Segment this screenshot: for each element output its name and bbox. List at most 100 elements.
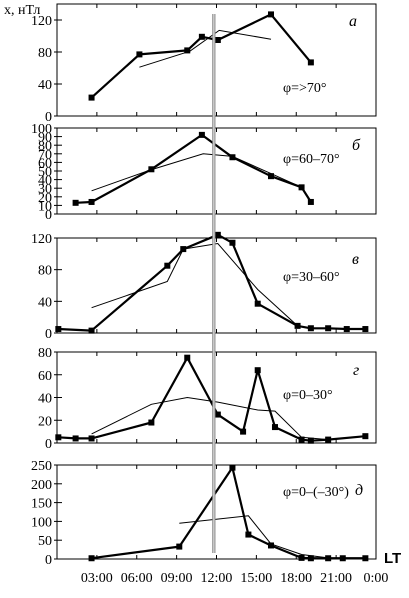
panel-letter: г — [353, 362, 359, 379]
y-tick-label: 40 — [38, 392, 52, 407]
data-point-marker — [164, 262, 171, 269]
y-tick-label: 0 — [45, 327, 52, 342]
data-point-marker — [229, 464, 236, 471]
y-tick-label: 90 — [38, 131, 52, 146]
y-tick-label: 20 — [38, 191, 52, 206]
data-point-marker — [136, 51, 143, 58]
panel-annotation: φ=0–30° — [283, 388, 333, 403]
bold-data-series — [90, 13, 312, 99]
x-tick-label: 21:00 — [320, 571, 352, 586]
y-tick-label: 50 — [38, 165, 52, 180]
data-point-marker — [214, 37, 221, 43]
y-tick-label: 20 — [38, 414, 52, 429]
data-point-marker — [307, 555, 314, 562]
data-point-marker — [214, 231, 221, 238]
data-point-marker — [362, 555, 369, 562]
data-point-marker — [198, 33, 205, 40]
y-tick-label: 0 — [45, 437, 52, 452]
panel-annotation: φ=0–(–30°) — [283, 485, 349, 500]
thin-trend-series — [139, 29, 272, 68]
data-point-marker — [325, 555, 332, 562]
panel-3: 0 40 80 120 в φ=30–60° — [31, 231, 377, 342]
y-tick-label: 60 — [38, 369, 52, 384]
data-point-marker — [88, 198, 95, 205]
thin-trend-series — [179, 515, 329, 559]
bold-data-series — [91, 466, 366, 560]
data-point-marker — [148, 419, 155, 426]
data-point-marker — [240, 428, 247, 435]
panel-4: 0 20 40 60 80 г φ=0–30° — [38, 346, 377, 452]
y-tick-label: 80 — [38, 264, 52, 279]
thin-trend-series — [91, 242, 311, 329]
data-point-marker — [267, 11, 274, 18]
data-point-marker — [72, 435, 79, 442]
data-point-marker — [362, 433, 369, 440]
panel-annotation: φ=60–70° — [283, 152, 340, 167]
data-point-marker — [298, 436, 305, 443]
data-point-marker — [184, 47, 191, 54]
y-tick-label: 100 — [31, 122, 52, 137]
panel-frame — [56, 464, 377, 560]
data-point-marker — [362, 326, 369, 333]
y-tick-label: 60 — [38, 156, 52, 171]
panel-letter: д — [355, 482, 363, 499]
bold-data-series — [75, 133, 312, 204]
y-tick-label: 100 — [31, 515, 52, 530]
x-tick-label: 06:00 — [121, 571, 153, 586]
y-tick-label: 200 — [31, 478, 52, 493]
data-point-marker — [267, 542, 274, 549]
data-point-marker — [307, 437, 314, 444]
y-tick-label: 120 — [31, 14, 52, 29]
y-axis-title: x, нТл — [4, 3, 40, 18]
y-tick-label: 80 — [38, 139, 52, 154]
data-point-marker — [55, 434, 62, 441]
data-point-marker — [184, 354, 191, 361]
y-tick-label: 40 — [38, 295, 52, 310]
y-tick-label: 40 — [38, 78, 52, 93]
panel-1: 0 40 80 120 а φ=>70° — [31, 3, 377, 125]
data-point-marker — [229, 239, 236, 246]
x-axis-title: LT — [384, 550, 401, 567]
y-tick-label: 80 — [38, 46, 52, 61]
thin-trend-series — [91, 396, 329, 441]
data-point-marker — [72, 199, 79, 206]
y-tick-label: 10 — [38, 199, 52, 214]
data-point-marker — [343, 326, 350, 333]
thin-trend-series — [91, 153, 302, 192]
y-tick-label: 70 — [38, 148, 52, 163]
panel-5: 0 50 100 150 200 250 д φ=0–(–30°) — [31, 459, 377, 568]
data-point-marker — [254, 367, 261, 374]
data-point-marker — [307, 198, 314, 205]
data-point-marker — [339, 555, 346, 562]
panel-frame — [56, 3, 377, 117]
y-tick-label: 250 — [31, 459, 52, 474]
panel-letter: б — [352, 137, 361, 154]
y-tick-label: 150 — [31, 497, 52, 512]
y-tick-label: 0 — [45, 553, 52, 568]
data-point-marker — [298, 554, 305, 561]
data-point-marker — [307, 59, 314, 66]
data-point-marker — [325, 436, 332, 443]
data-point-marker — [267, 173, 274, 180]
panel-letter: а — [349, 13, 357, 30]
data-point-marker — [325, 325, 332, 332]
data-point-marker — [55, 326, 62, 333]
y-tick-label: 50 — [38, 534, 52, 549]
x-tick-label: 03:00 — [81, 571, 113, 586]
y-tick-label: 40 — [38, 174, 52, 189]
data-point-marker — [88, 94, 95, 101]
data-point-marker — [198, 131, 205, 138]
data-point-marker — [214, 411, 221, 418]
data-point-marker — [88, 555, 95, 562]
data-point-marker — [254, 300, 261, 307]
data-point-marker — [229, 154, 236, 161]
data-point-marker — [176, 543, 183, 550]
y-tick-label: 0 — [45, 110, 52, 125]
x-tick-label: 12:00 — [201, 571, 233, 586]
y-tick-label: 30 — [38, 182, 52, 197]
y-tick-label: 120 — [31, 232, 52, 247]
panel-letter: в — [352, 251, 359, 268]
x-tick-label: 18:00 — [280, 571, 312, 586]
